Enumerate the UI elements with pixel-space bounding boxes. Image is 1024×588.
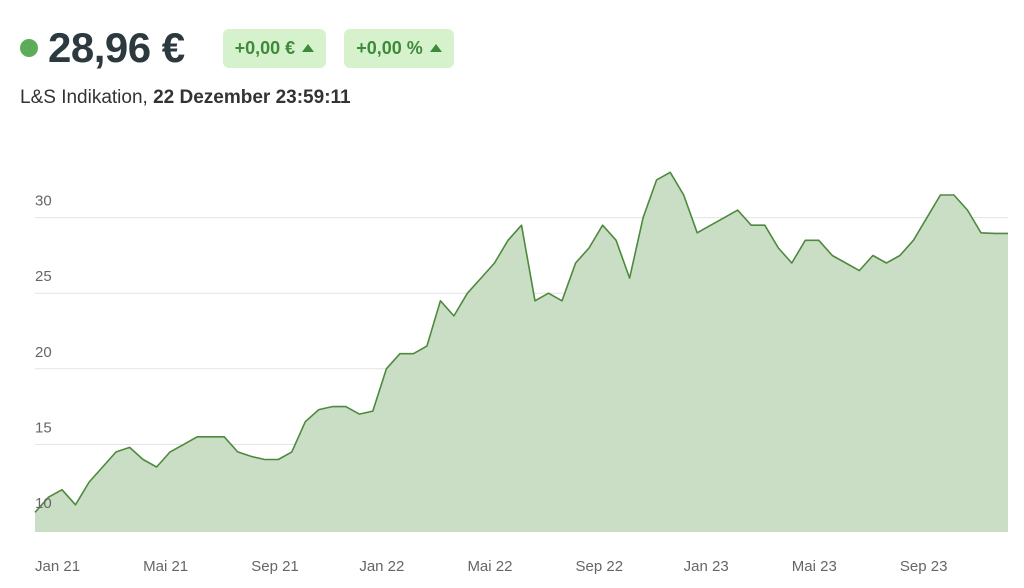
x-tick-label: Sep 22 bbox=[576, 558, 624, 575]
price: 28,96 € bbox=[48, 24, 185, 71]
x-tick-label: Jan 22 bbox=[359, 558, 404, 575]
x-tick-label: Sep 23 bbox=[900, 558, 948, 575]
up-arrow bbox=[302, 44, 315, 52]
x-tick-label: Sep 21 bbox=[251, 558, 299, 575]
change-abs: +0,00 € bbox=[234, 37, 296, 58]
up-arrow bbox=[429, 44, 442, 52]
change-abs-badge: +0,00 € bbox=[222, 28, 327, 68]
area bbox=[35, 172, 1008, 533]
change-pct: +0,00 % bbox=[356, 37, 423, 58]
x-tick-label: Jan 21 bbox=[35, 558, 80, 575]
x-tick-label: Jan 23 bbox=[684, 558, 729, 575]
price-line bbox=[34, 171, 1008, 513]
y-tick-label: 25 bbox=[35, 268, 52, 285]
subtitle: L&S Indikation, 22 Dezember 23:59:11 bbox=[20, 87, 351, 109]
y-tick-label: 10 bbox=[35, 495, 52, 512]
x-tick-label: Mai 23 bbox=[792, 558, 837, 575]
x-tick-label: Mai 22 bbox=[467, 558, 512, 575]
change-pct-badge: +0,00 % bbox=[344, 28, 454, 68]
timestamp: 22 Dezember 23:59:11 bbox=[153, 87, 351, 108]
x-tick-label: Mai 21 bbox=[143, 558, 188, 575]
source: L&S Indikation, bbox=[20, 87, 148, 108]
y-tick-label: 15 bbox=[35, 419, 52, 436]
y-tick-label: 20 bbox=[35, 344, 52, 361]
status-dot bbox=[20, 39, 38, 57]
y-tick-label: 30 bbox=[35, 193, 52, 210]
header: 28,96 € +0,00 € +0,00 % bbox=[20, 24, 472, 72]
